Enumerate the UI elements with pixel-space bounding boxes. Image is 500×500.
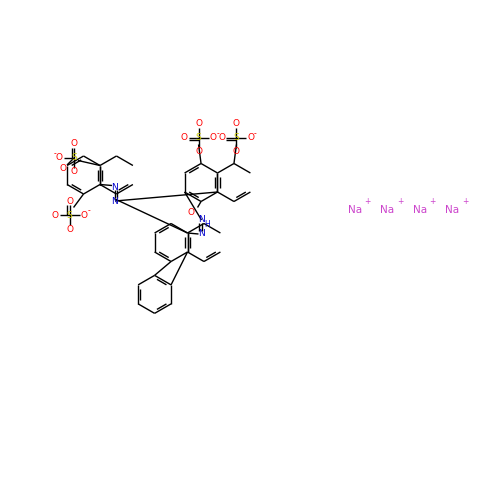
Text: +: + xyxy=(430,196,436,205)
Text: -: - xyxy=(254,129,257,138)
Text: O: O xyxy=(233,119,240,128)
Text: O: O xyxy=(180,133,188,142)
Text: S: S xyxy=(234,133,239,142)
Text: S: S xyxy=(196,133,202,142)
Text: S: S xyxy=(66,210,72,220)
Text: S: S xyxy=(71,154,77,162)
Text: H: H xyxy=(204,220,210,230)
Text: N: N xyxy=(198,216,205,224)
Text: O: O xyxy=(66,196,73,205)
Text: O: O xyxy=(56,154,63,162)
Text: Na: Na xyxy=(380,205,394,215)
Text: O: O xyxy=(248,133,254,142)
Text: O: O xyxy=(80,210,87,220)
Text: -: - xyxy=(54,150,56,158)
Text: +: + xyxy=(462,196,468,205)
Text: O: O xyxy=(70,140,78,148)
Text: O: O xyxy=(52,210,59,220)
Text: Na: Na xyxy=(446,205,460,215)
Text: +: + xyxy=(397,196,403,205)
Text: O: O xyxy=(195,119,202,128)
Text: -: - xyxy=(216,129,219,138)
Text: +: + xyxy=(364,196,370,205)
Text: -: - xyxy=(87,206,90,216)
Text: N: N xyxy=(112,182,118,192)
Text: O: O xyxy=(70,168,78,176)
Text: Na: Na xyxy=(413,205,427,215)
Text: O: O xyxy=(60,164,67,173)
Text: O: O xyxy=(66,224,73,234)
Text: O: O xyxy=(210,133,216,142)
Text: N: N xyxy=(198,230,205,238)
Text: N: N xyxy=(112,196,118,205)
Text: O: O xyxy=(195,147,202,156)
Text: Na: Na xyxy=(348,205,362,215)
Text: O: O xyxy=(218,133,226,142)
Text: O: O xyxy=(188,208,194,217)
Text: O: O xyxy=(233,147,240,156)
